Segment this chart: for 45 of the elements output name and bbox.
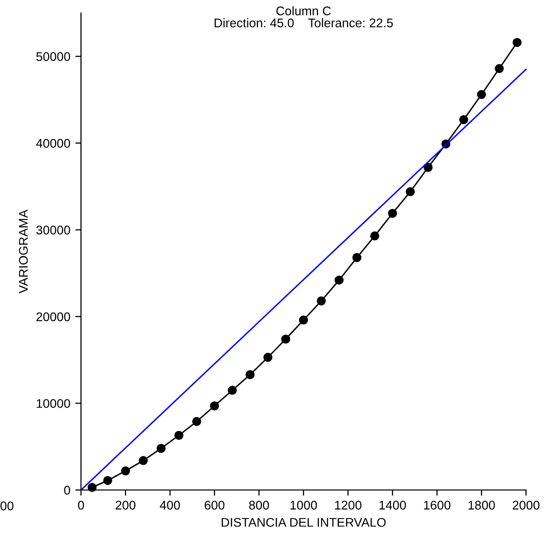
text: 00 <box>0 502 14 510</box>
point <box>210 401 220 410</box>
point <box>298 316 308 325</box>
point <box>103 476 112 485</box>
y-tick-label: 50000 <box>36 52 70 62</box>
point <box>316 296 326 306</box>
y-tick-label: 30000 <box>36 226 70 234</box>
chart-subtitle: Direction: 45.0 Tolerance: 22.5 <box>214 18 393 28</box>
y-tick-label: 0 <box>64 486 70 495</box>
x-tick-label: 1000 <box>290 500 317 510</box>
chart-title: Column C <box>276 6 331 16</box>
x-axis-title: DISTANCIA DEL INTERVALO <box>222 518 386 527</box>
y-tick-label: 10000 <box>36 399 70 408</box>
x-tick-label: 2000 <box>512 500 540 510</box>
point <box>263 352 272 362</box>
x-tick-label: 400 <box>160 500 180 510</box>
point <box>192 416 202 426</box>
point <box>156 444 166 453</box>
point <box>494 64 504 74</box>
x-tick-label: 1400 <box>380 500 406 510</box>
x-tick-label: 200 <box>116 500 136 510</box>
y-tick-label: 40000 <box>36 138 70 148</box>
point <box>120 466 130 476</box>
point <box>512 38 522 47</box>
x-tick-label: 1800 <box>468 500 495 510</box>
point <box>370 231 380 240</box>
x-tick-label: 0 <box>78 500 84 510</box>
point <box>334 276 344 285</box>
point <box>246 370 255 380</box>
x-tick-label: 800 <box>249 500 269 510</box>
point <box>352 253 362 262</box>
point <box>459 115 468 124</box>
x-tick-label: 600 <box>204 500 224 510</box>
point <box>406 187 415 196</box>
x-tick-label: 1200 <box>335 500 362 510</box>
point <box>388 208 398 218</box>
point <box>476 90 486 100</box>
point <box>281 334 290 344</box>
point <box>228 386 237 395</box>
y-tick-label: 20000 <box>36 312 70 322</box>
point <box>174 430 184 440</box>
point <box>138 456 148 466</box>
x-tick-label: 1600 <box>424 500 450 510</box>
y-axis-title: VARIOGRAMA <box>18 210 28 294</box>
point <box>424 162 433 172</box>
